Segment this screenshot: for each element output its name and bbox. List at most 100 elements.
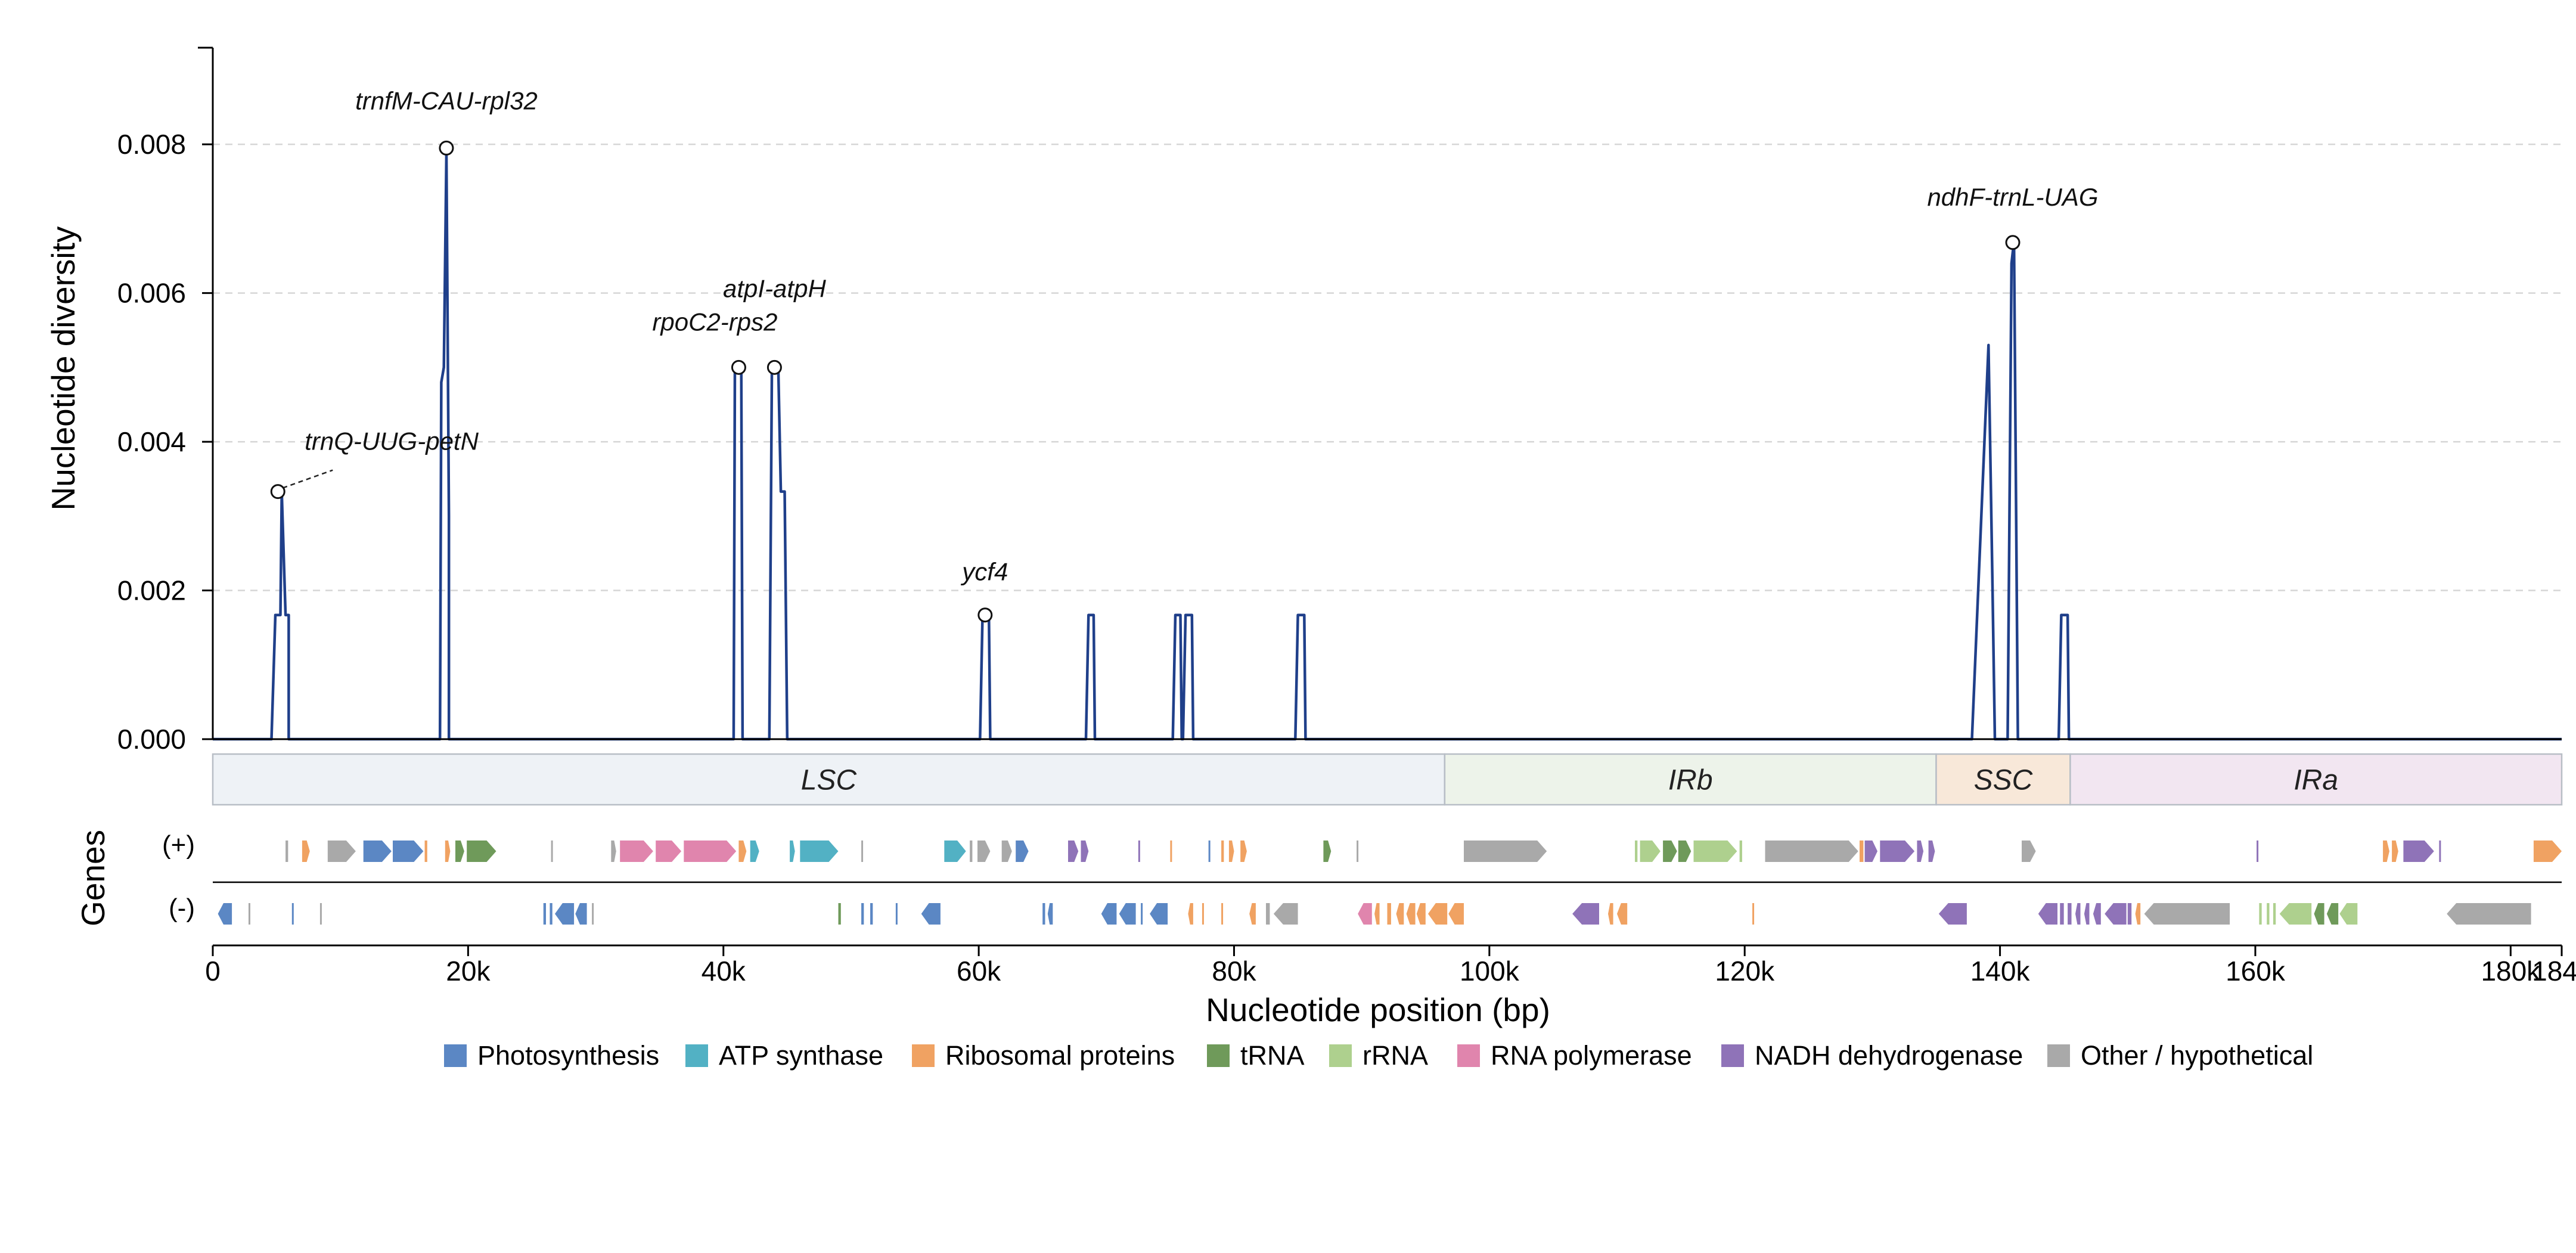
legend-label: rRNA <box>1363 1040 1428 1071</box>
plus-strand-gene <box>611 840 616 862</box>
legend-swatch <box>1207 1044 1230 1067</box>
plus-strand-gene <box>1928 840 1935 862</box>
minus-strand-gene <box>2068 903 2072 925</box>
x-tick-label: 180k <box>2481 956 2541 987</box>
plus-strand-gene <box>1323 840 1332 862</box>
peak-label: atpI-atpH <box>723 274 826 302</box>
minus-strand-gene <box>1387 903 1391 925</box>
plus-strand-gene <box>1170 840 1172 862</box>
plus-strand-gene <box>1081 840 1089 862</box>
peak-marker <box>270 484 285 500</box>
plus-strand-gene <box>327 840 356 862</box>
minus-strand-gene <box>543 903 547 925</box>
plus-strand-gene <box>551 840 553 862</box>
minus-strand-gene <box>2135 903 2141 925</box>
plus-strand-label: (+) <box>162 830 195 860</box>
minus-strand-gene <box>2060 903 2064 925</box>
minus-strand-gene <box>2447 903 2531 925</box>
legend-swatch <box>1329 1044 1352 1067</box>
minus-strand-gene <box>2326 903 2339 925</box>
plus-strand-gene <box>620 840 653 862</box>
minus-strand-gene <box>1374 903 1380 925</box>
minus-strand-gene <box>1273 903 1298 925</box>
minus-strand-gene <box>2259 903 2262 925</box>
peak-label: ndhF-trnL-UAG <box>1927 183 2098 211</box>
peak-marker <box>439 140 454 156</box>
peak-label: trnQ-UUG-petN <box>305 427 479 455</box>
peak-marker <box>731 359 746 375</box>
x-tick-label: 184k <box>2532 956 2576 987</box>
x-tick-label: 160k <box>2226 956 2286 987</box>
y-tick-label: 0.002 <box>117 575 186 606</box>
minus-strand-gene <box>1572 903 1599 925</box>
plus-strand-gene <box>684 840 737 862</box>
plus-strand-gene <box>467 840 496 862</box>
peak-label: rpoC2-rps2 <box>652 308 777 336</box>
annotation-leader <box>282 469 333 489</box>
plus-strand-gene <box>800 840 839 862</box>
plus-strand-gene <box>2439 840 2441 862</box>
minus-strand-gene <box>838 903 841 925</box>
minus-strand-gene <box>1150 903 1168 925</box>
axes: Nucleotide diversity Nucleotide position… <box>45 46 2562 1028</box>
minus-strand-gene <box>2273 903 2276 925</box>
plus-strand-gene <box>302 840 310 862</box>
minus-strand-gene <box>1396 903 1404 925</box>
minus-strand-gene <box>921 903 941 925</box>
minus-strand-gene <box>861 903 864 925</box>
minus-strand-gene <box>2093 903 2101 925</box>
minus-strand-label: (-) <box>169 894 195 923</box>
minus-strand-gene <box>1416 903 1426 925</box>
y-tick-label: 0.006 <box>117 278 186 309</box>
plus-strand-gene <box>424 840 427 862</box>
x-tick-label: 120k <box>1715 956 1775 987</box>
plus-strand-gene <box>1917 840 1924 862</box>
plus-strand-gene <box>1880 840 1915 862</box>
legend-label: ATP synthase <box>719 1040 883 1071</box>
gene-track-title: Genes <box>75 830 111 926</box>
plus-strand-gene <box>2403 840 2434 862</box>
x-tick-label: 20k <box>446 956 491 987</box>
minus-strand-gene <box>1406 903 1416 925</box>
plus-strand-gene <box>970 840 973 862</box>
plus-strand-gene <box>1765 840 1858 862</box>
diversity-series <box>213 150 2562 741</box>
legend-swatch <box>2047 1044 2070 1067</box>
plus-strand-gene <box>1138 840 1140 862</box>
plus-strand-gene <box>285 840 288 862</box>
y-tick-label: 0.004 <box>117 426 186 457</box>
plus-strand-gene <box>977 840 991 862</box>
minus-strand-gene <box>2339 903 2358 925</box>
minus-strand-gene <box>218 903 232 925</box>
region-block <box>1935 753 2071 806</box>
legend-swatch <box>685 1044 708 1067</box>
minus-strand-gene <box>2084 903 2090 925</box>
legend-label: Ribosomal proteins <box>945 1040 1175 1071</box>
legend-label: Other / hypothetical <box>2081 1040 2313 1071</box>
region-block <box>2069 753 2563 806</box>
minus-strand-gene <box>1428 903 1448 925</box>
minus-strand-gene <box>1358 903 1372 925</box>
minus-strand-gene <box>1938 903 1967 925</box>
region-bar: LSC IRb SSC IRa <box>212 753 2563 806</box>
minus-strand-gene <box>2075 903 2081 925</box>
minus-strand-gene <box>592 903 594 925</box>
minus-strand-gene <box>1221 903 1224 925</box>
plus-strand-gene <box>1208 840 1211 862</box>
plus-strand-gene <box>2022 840 2036 862</box>
minus-strand-gene <box>2105 903 2127 925</box>
minus-strand-gene <box>2267 903 2270 925</box>
plus-strand-gene <box>1640 840 1661 862</box>
y-tick-label: 0.000 <box>117 724 186 755</box>
plus-strand-gene <box>2392 840 2398 862</box>
minus-strand-gene <box>2279 903 2312 925</box>
minus-strand-gene <box>575 903 587 925</box>
plus-strand-gene <box>750 840 759 862</box>
minus-strand-gene <box>291 903 294 925</box>
minus-strand-gene <box>2127 903 2132 925</box>
peak-marker <box>766 359 782 375</box>
minus-strand-gene <box>1617 903 1628 925</box>
minus-strand-gene <box>2038 903 2057 925</box>
plus-strand-gene <box>738 840 747 862</box>
